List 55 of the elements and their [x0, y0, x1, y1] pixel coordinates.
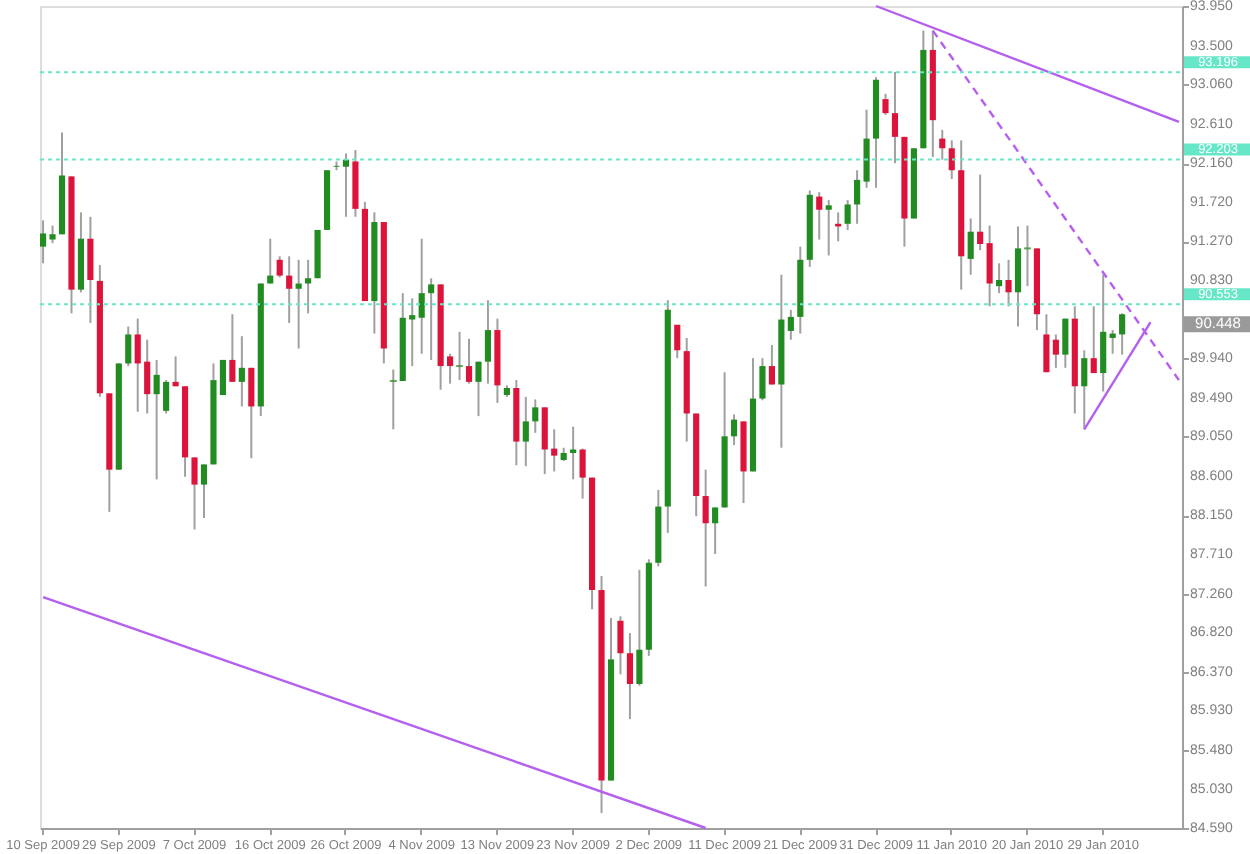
- candlestick: [759, 357, 766, 402]
- candlestick: [570, 425, 577, 481]
- candlestick: [125, 325, 132, 368]
- candlestick: [1119, 312, 1126, 356]
- candlestick: [787, 308, 794, 341]
- candlestick: [295, 258, 302, 350]
- candlestick: [986, 224, 993, 308]
- candlestick: [977, 173, 984, 252]
- candlestick: [541, 406, 548, 476]
- candlestick: [636, 568, 643, 687]
- candlestick: [617, 615, 624, 676]
- candlestick: [967, 217, 974, 276]
- candlestick: [1090, 305, 1097, 375]
- candlestick: [465, 337, 473, 385]
- candlestick: [768, 343, 775, 386]
- candlestick: [191, 456, 198, 531]
- candlestick: [702, 468, 709, 588]
- candlestick: [1062, 317, 1069, 369]
- candlestick: [674, 323, 681, 360]
- candlestick: [1081, 349, 1088, 431]
- candlestick: [456, 330, 464, 382]
- candlestick: [948, 139, 955, 181]
- candlestick: [1023, 224, 1031, 288]
- candlestick: [238, 335, 245, 408]
- candlestick: [730, 413, 738, 447]
- candlestick: [286, 255, 293, 325]
- candlestick: [816, 191, 823, 241]
- candlestick: [825, 199, 832, 257]
- candlestick: [532, 398, 539, 434]
- candlestick: [882, 92, 889, 116]
- candlestick: [712, 506, 719, 555]
- candlestick: [484, 299, 492, 385]
- candlestick: [200, 463, 208, 519]
- candlestick: [1100, 273, 1107, 393]
- candlestick: [428, 277, 435, 361]
- candlestick: [939, 128, 946, 161]
- candlestick: [891, 70, 899, 165]
- candlestick: [229, 313, 236, 383]
- candlestick: [475, 360, 482, 418]
- candlestick: [352, 149, 359, 218]
- candlestick: [1052, 333, 1059, 369]
- candlestick: [522, 395, 529, 468]
- candlestick: [551, 428, 558, 473]
- candlestick: [248, 366, 255, 460]
- candlestick: [844, 199, 851, 231]
- candlestick: [1043, 313, 1050, 374]
- candlestick: [1005, 258, 1012, 308]
- candlestick: [305, 258, 312, 315]
- candlestick: [626, 632, 634, 721]
- candlestick: [996, 262, 1003, 295]
- candlestick: [276, 255, 283, 279]
- candlestick: [579, 447, 586, 500]
- candlestick: [267, 237, 274, 285]
- candlestick: [87, 215, 94, 325]
- candlestick: [418, 237, 425, 355]
